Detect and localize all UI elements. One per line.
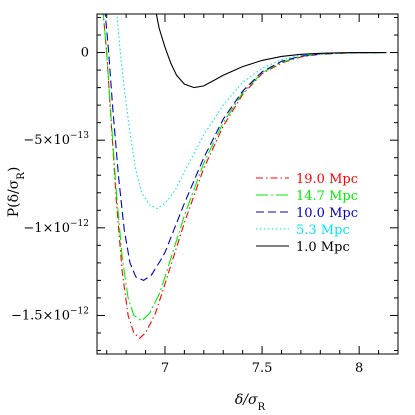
- x-axis-label: δ/σR: [235, 392, 266, 413]
- y-tick-label: −5×10−13: [23, 131, 89, 148]
- series-line-0: [102, 14, 387, 339]
- legend: 19.0 Mpc 14.7 Mpc 10.0 Mpc 5.3 Mpc 1.0 Mpc: [256, 172, 358, 255]
- series-lines: [102, 14, 387, 339]
- legend-label-1: 14.7 Mpc: [296, 189, 358, 204]
- legend-label-4: 1.0 Mpc: [296, 240, 350, 255]
- legend-label-2: 10.0 Mpc: [296, 206, 358, 221]
- legend-label-0: 19.0 Mpc: [296, 172, 358, 187]
- y-tick-label: 0: [81, 46, 89, 61]
- series-line-2: [104, 14, 387, 282]
- axis-ticks: [97, 14, 399, 354]
- y-axis-label: P(δ/σR): [6, 167, 27, 218]
- y-tick-label: −1×10−12: [23, 219, 89, 236]
- y-tick-label: −1.5×10−12: [11, 306, 89, 323]
- series-line-4: [155, 14, 387, 89]
- plot-frame: [96, 13, 399, 355]
- x-tick-label: 7.5: [252, 361, 273, 376]
- series-line-1: [102, 14, 387, 322]
- x-tick-label: 8: [355, 361, 363, 376]
- legend-label-3: 5.3 Mpc: [296, 223, 350, 238]
- series-line-3: [116, 14, 387, 210]
- x-tick-label: 7: [161, 361, 169, 376]
